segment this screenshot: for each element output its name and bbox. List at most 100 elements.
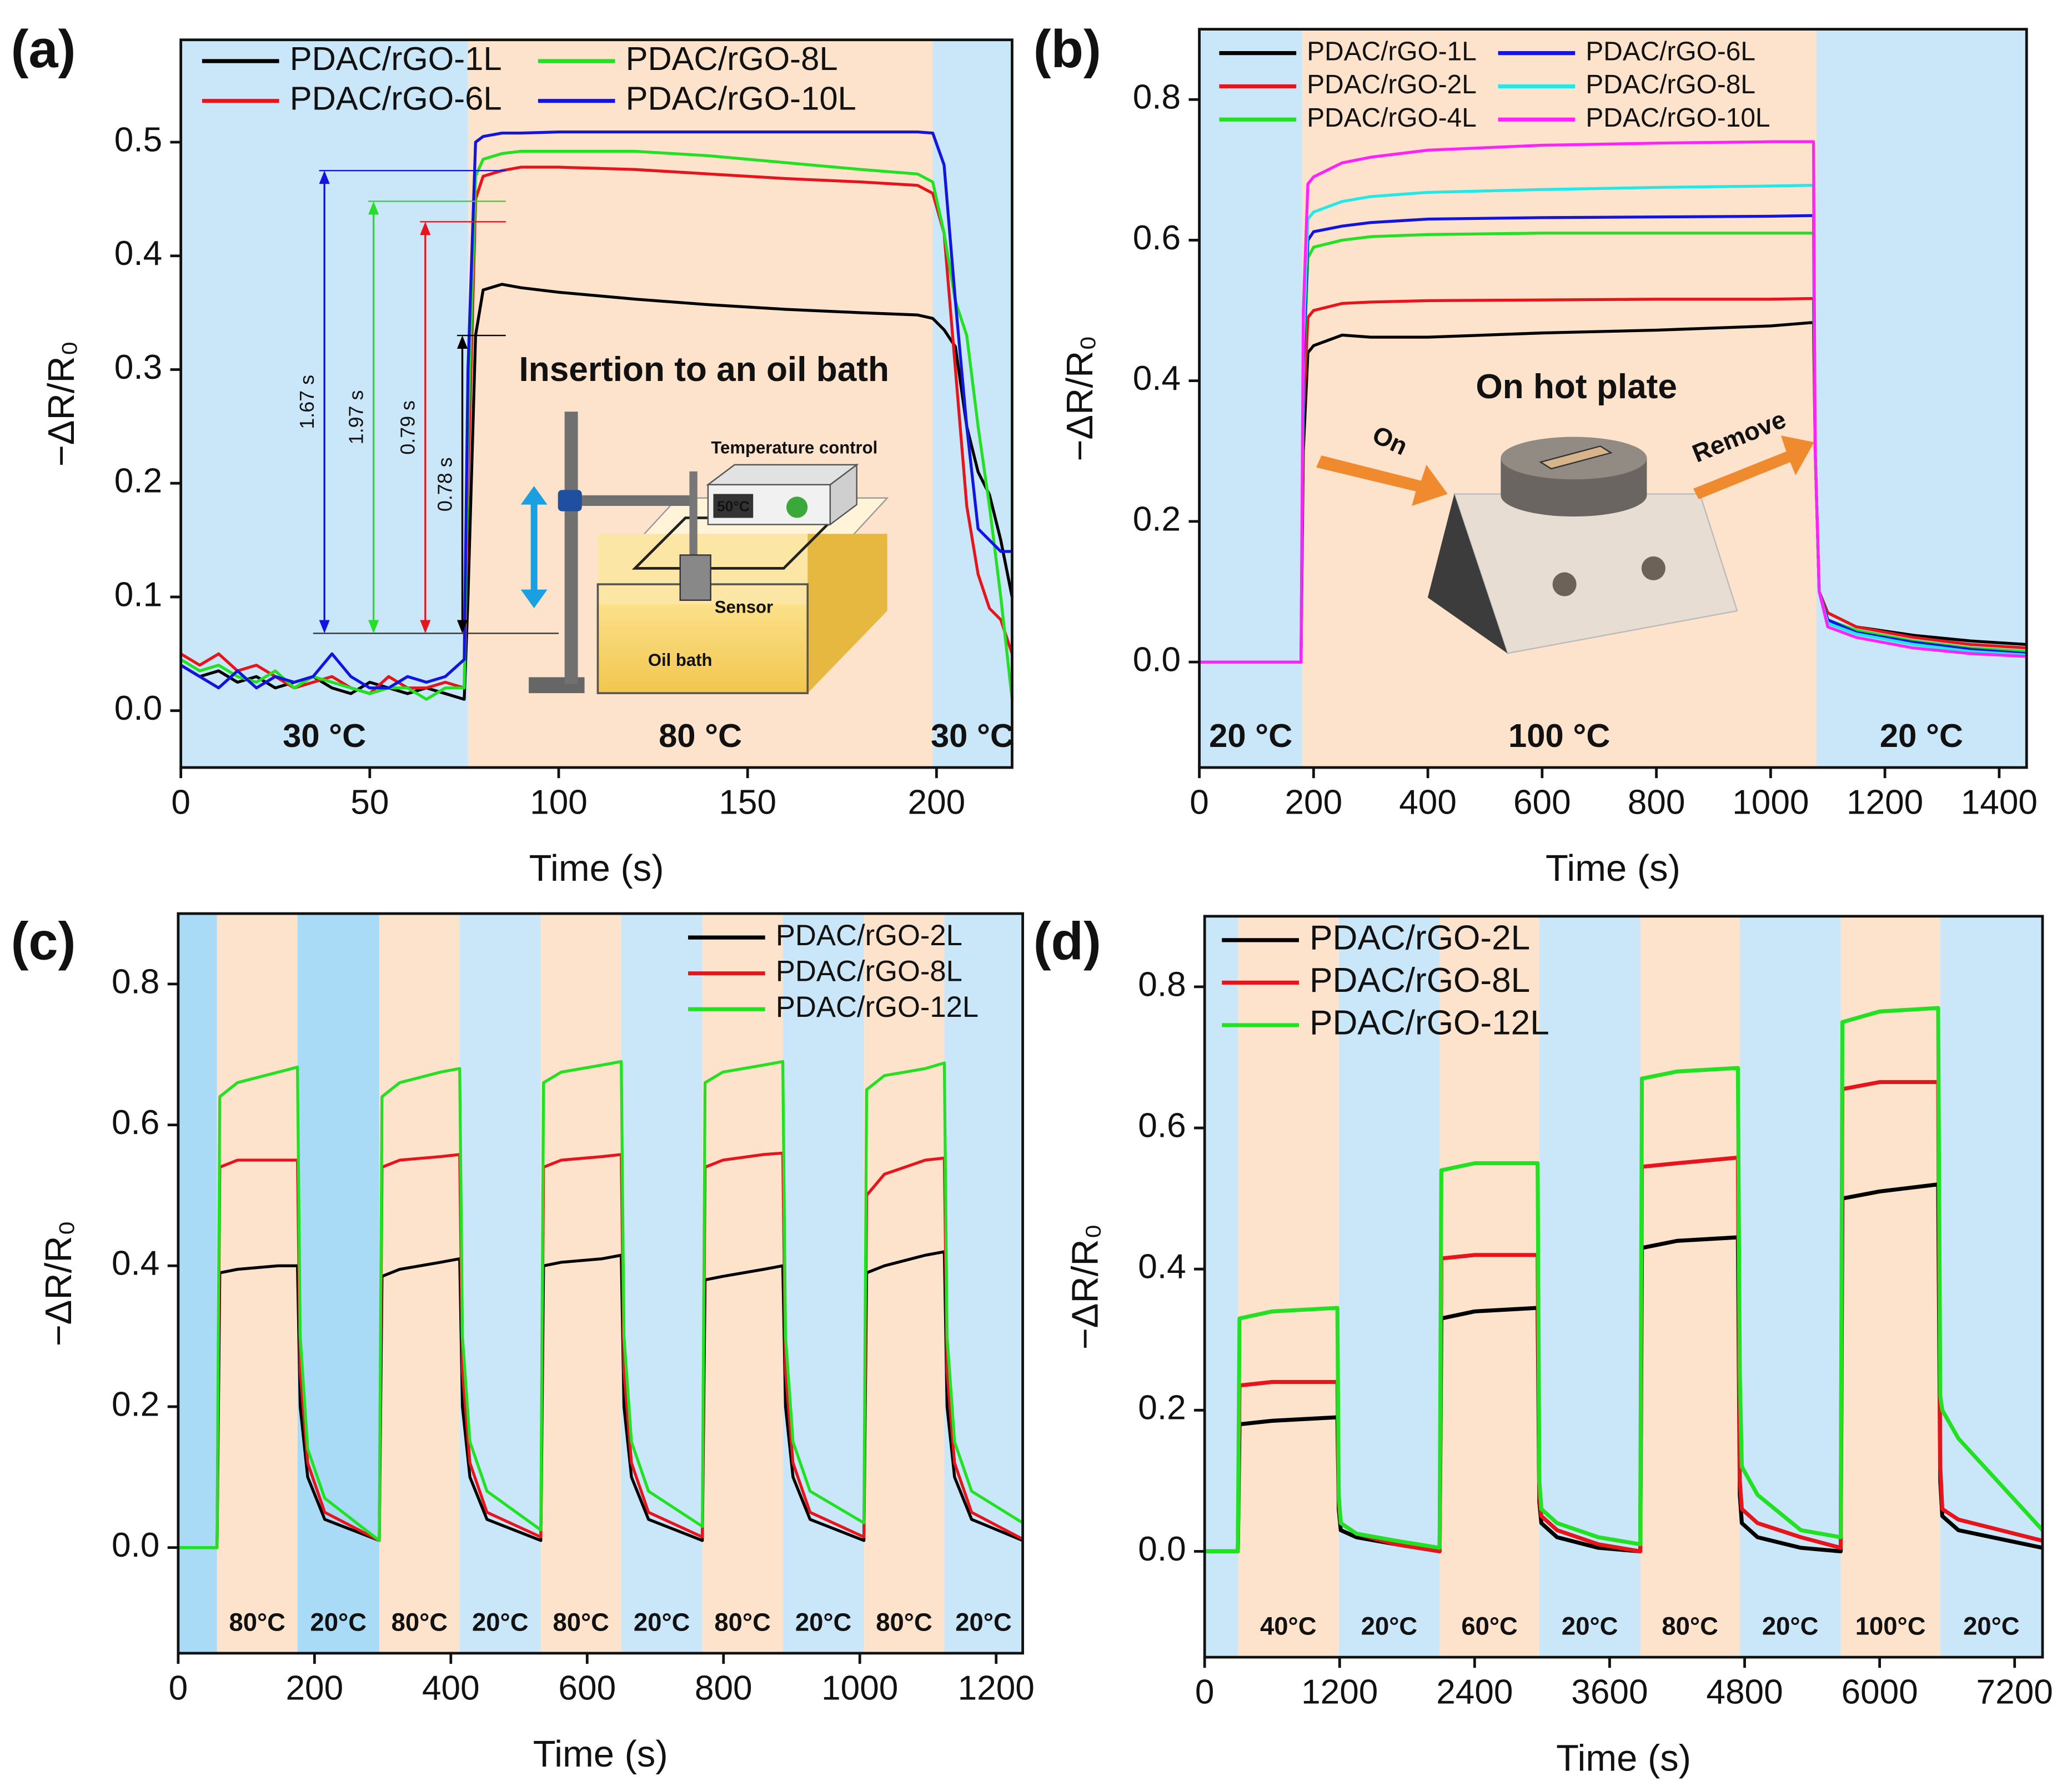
region-label: 80°C bbox=[553, 1608, 609, 1636]
region-label: 20°C bbox=[795, 1608, 852, 1636]
y-tick-label: 0.0 bbox=[1133, 641, 1181, 679]
stand-arm bbox=[571, 495, 694, 506]
bath-side bbox=[807, 534, 887, 694]
legend-label: PDAC/rGO-12L bbox=[776, 991, 979, 1024]
region-label: 20°C bbox=[1762, 1612, 1819, 1640]
temperature-region bbox=[459, 914, 541, 1653]
data-line bbox=[178, 1060, 1024, 1549]
legend-label: PDAC/rGO-2L bbox=[776, 919, 962, 952]
region-label: 20°C bbox=[634, 1608, 690, 1636]
region-label: 80°C bbox=[392, 1608, 448, 1636]
temperature-region bbox=[178, 914, 217, 1653]
data-line bbox=[1199, 297, 2027, 664]
region-label: 40°C bbox=[1260, 1612, 1317, 1640]
y-tick-label: 0.2 bbox=[114, 462, 162, 500]
x-tick-label: 50 bbox=[350, 783, 389, 821]
temperature-region bbox=[1199, 29, 1302, 768]
region-label: 60°C bbox=[1461, 1612, 1517, 1640]
y-tick-label: 0.4 bbox=[1133, 359, 1181, 398]
region-label: 20°C bbox=[1963, 1612, 2020, 1640]
panel-label: (c) bbox=[11, 912, 76, 971]
temperature-region bbox=[932, 39, 1012, 768]
y-tick-label: 0.3 bbox=[114, 348, 162, 387]
annotation: On hot plate bbox=[1476, 368, 1677, 406]
x-tick-label: 3600 bbox=[1571, 1673, 1648, 1711]
x-tick-label: 400 bbox=[1399, 783, 1457, 821]
region-label: 80°C bbox=[876, 1608, 932, 1636]
temperature-region bbox=[1237, 916, 1339, 1658]
x-tick-label: 150 bbox=[719, 783, 776, 821]
panel-label: (a) bbox=[11, 19, 76, 79]
legend-label: PDAC/rGO-8L bbox=[776, 955, 962, 988]
plot-frame bbox=[179, 38, 1014, 769]
y-axis-label: −ΔR/R₀ bbox=[38, 1221, 79, 1347]
legend-label: PDAC/rGO-1L bbox=[290, 40, 502, 77]
sensor bbox=[679, 554, 711, 601]
y-tick-label: 0.0 bbox=[112, 1526, 159, 1564]
region-label: 20°C bbox=[1562, 1612, 1618, 1640]
temperature-region bbox=[864, 914, 945, 1653]
axes: 30 °C 80 °C 30 °C 0 50 100 150 200 0.0 0.1 0.2 0.3 0… bbox=[11, 19, 2053, 1779]
plate-knob bbox=[1641, 556, 1665, 580]
annotation: Temperature control bbox=[711, 438, 877, 457]
plate-knob bbox=[1552, 572, 1577, 596]
y-axis-label: −ΔR/R₀ bbox=[1064, 1224, 1106, 1350]
clamp bbox=[558, 490, 582, 511]
duration-label: 0.78 s bbox=[434, 457, 456, 511]
x-tick-label: 1000 bbox=[821, 1669, 898, 1707]
region-label: 100°C bbox=[1855, 1612, 1926, 1640]
temperature-region bbox=[297, 914, 379, 1653]
plot-frame bbox=[1198, 28, 2028, 769]
x-tick-label: 800 bbox=[695, 1669, 752, 1707]
x-tick-label: 800 bbox=[1628, 783, 1685, 821]
region-label: 20°C bbox=[955, 1608, 1012, 1636]
x-tick-label: 1000 bbox=[1732, 783, 1809, 821]
region-label: 30 °C bbox=[931, 717, 1014, 754]
y-tick-label: 0.6 bbox=[1133, 219, 1181, 257]
data-line bbox=[180, 130, 1012, 690]
y-tick-label: 0.0 bbox=[114, 689, 162, 728]
temperature-region bbox=[1840, 916, 1940, 1658]
y-tick-label: 0.2 bbox=[1138, 1389, 1186, 1427]
x-tick-label: 7200 bbox=[1976, 1673, 2053, 1711]
legend-label: PDAC/rGO-4L bbox=[1307, 103, 1477, 133]
annotation: Insertion to an oil bath bbox=[519, 350, 889, 389]
legend-label: PDAC/rGO-2L bbox=[1307, 70, 1477, 99]
region-label: 100 °C bbox=[1508, 717, 1610, 754]
y-tick-label: 0.8 bbox=[1138, 965, 1186, 1004]
temperature-region bbox=[1640, 916, 1740, 1658]
x-tick-label: 1200 bbox=[1301, 1673, 1378, 1711]
oil bbox=[598, 604, 808, 694]
region-label: 20°C bbox=[1361, 1612, 1418, 1640]
data-line bbox=[178, 1250, 1024, 1549]
y-tick-label: 0.2 bbox=[112, 1385, 159, 1423]
temperature-region bbox=[1940, 916, 2043, 1658]
data-line bbox=[1199, 140, 2027, 664]
controller-top bbox=[706, 464, 859, 485]
y-tick-label: 0.2 bbox=[1133, 500, 1181, 538]
controller-display bbox=[713, 494, 754, 518]
x-tick-label: 4800 bbox=[1706, 1673, 1783, 1711]
temperature-region bbox=[621, 914, 703, 1653]
y-tick-label: 0.0 bbox=[1138, 1530, 1186, 1568]
arrow-head bbox=[456, 335, 468, 349]
x-tick-label: 6000 bbox=[1841, 1673, 1918, 1711]
x-axis-label: Time (s) bbox=[529, 847, 664, 889]
plot-frame bbox=[1203, 915, 2044, 1659]
panel-label: (b) bbox=[1034, 19, 1101, 79]
y-tick-label: 0.4 bbox=[112, 1245, 159, 1283]
hot-plate-illustration bbox=[1316, 435, 1814, 654]
y-tick-label: 0.6 bbox=[112, 1103, 159, 1142]
x-tick-label: 200 bbox=[908, 783, 966, 821]
legend-label: PDAC/rGO-2L bbox=[1310, 919, 1530, 957]
x-tick-label: 1400 bbox=[1961, 783, 2038, 821]
y-axis-label: −ΔR/R₀ bbox=[1059, 335, 1101, 461]
x-tick-label: 0 bbox=[1195, 1673, 1215, 1711]
x-tick-label: 1200 bbox=[958, 1669, 1035, 1707]
x-tick-label: 200 bbox=[1285, 783, 1342, 821]
panel-label: (d) bbox=[1034, 912, 1101, 971]
sample bbox=[1539, 445, 1613, 470]
legend-label: PDAC/rGO-8L bbox=[1586, 70, 1755, 99]
lines bbox=[178, 130, 2044, 1554]
